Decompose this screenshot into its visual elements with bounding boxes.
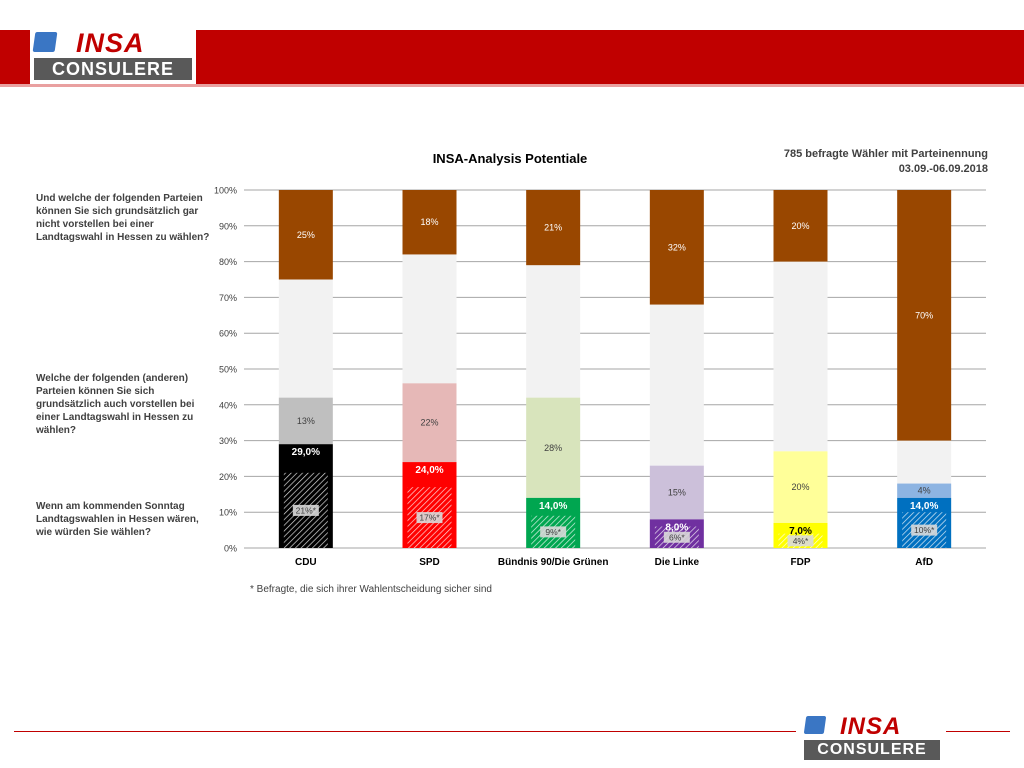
data-label-excluded: 18% — [420, 217, 438, 227]
grid-lines — [244, 189, 986, 549]
data-label-sure-box — [663, 531, 690, 543]
data-label-potential: 20% — [791, 482, 809, 492]
y-axis-ticks: 0% 10% 20% 30% 40% 50% 60% 70% 80% 90% 100% — [214, 186, 237, 554]
sample-size: 785 befragte Wähler mit Parteinennung — [783, 148, 988, 160]
bar-labels: 25% 13% 29,0% 21%* 18% 22% 24,0% 17%* 21% 28% 14,0… — [292, 217, 938, 547]
data-label-vote-intention: 14,0% — [539, 501, 567, 512]
y-tick-label: 20% — [219, 472, 237, 482]
survey-date: 03.09.-06.09.2018 — [898, 163, 988, 175]
x-axis-labels: CDU SPD Bündnis 90/Die Grünen Die Linke FDP A… — [295, 557, 933, 568]
data-label-sure-box — [416, 512, 443, 524]
data-label-sure-box — [292, 504, 319, 516]
data-label-potential: 4% — [918, 486, 931, 496]
data-label-sure-voters: 9%* — [545, 527, 561, 537]
x-category-label: AfD — [915, 557, 933, 568]
bar-segment-rest — [773, 261, 828, 452]
data-label-sure-voters: 4%* — [793, 536, 809, 546]
bar-segment-excluded — [773, 190, 828, 262]
x-category-label: CDU — [295, 557, 317, 568]
data-label-vote-intention: 7,0% — [789, 526, 812, 537]
data-label-sure-voters: 21%* — [296, 505, 317, 515]
data-label-vote-intention: 24,0% — [415, 465, 443, 476]
data-label-sure-box — [787, 535, 814, 547]
bar-segment-excluded — [278, 190, 333, 280]
data-label-potential: 15% — [668, 488, 686, 498]
bar-segment-potential — [402, 383, 457, 463]
y-tick-label: 60% — [219, 329, 237, 339]
bar-segment-rest — [402, 254, 457, 384]
bar-segment-potential — [278, 397, 333, 445]
data-label-excluded: 25% — [297, 230, 315, 240]
question-vote-intention: Wenn am kommenden Sonntag Landtagswahlen… — [36, 501, 199, 538]
bar-segment-rest — [897, 440, 952, 484]
data-label-vote-intention: 29,0% — [292, 447, 320, 458]
footer-logo-wordmark: INSA — [840, 713, 902, 740]
data-label-potential: 28% — [544, 443, 562, 453]
header-logo: INSA CONSULERE — [30, 30, 196, 84]
question-excluded: Und welche der folgenden Parteien können… — [36, 193, 210, 243]
data-label-excluded: 70% — [915, 310, 933, 320]
bar-segment-potential — [897, 483, 952, 498]
y-tick-label: 70% — [219, 293, 237, 303]
data-label-potential: 22% — [420, 418, 438, 428]
footer-logo-cube-icon — [803, 716, 827, 734]
bar-segment-excluded — [402, 190, 457, 255]
sample-info: 785 befragte Wähler mit Parteinennung 03… — [784, 147, 988, 177]
x-category-label: FDP — [791, 557, 811, 568]
data-label-potential: 13% — [297, 416, 315, 426]
footer-logo: INSA CONSULERE — [800, 712, 944, 764]
y-tick-label: 30% — [219, 436, 237, 446]
data-label-excluded: 32% — [668, 242, 686, 252]
bars — [278, 190, 952, 548]
bar-segment-excluded — [897, 190, 952, 441]
data-label-vote-intention: 8,0% — [665, 522, 688, 533]
bar-segment-excluded — [649, 190, 704, 305]
logo-wordmark: INSA — [76, 28, 145, 58]
y-tick-label: 80% — [219, 257, 237, 267]
y-tick-label: 10% — [219, 508, 237, 518]
header-band-shadow — [0, 84, 1024, 87]
data-label-sure-box — [540, 526, 567, 538]
question-potential: Welche der folgenden (anderen) Parteien … — [36, 373, 195, 436]
y-tick-label: 100% — [214, 186, 237, 196]
x-category-label: Die Linke — [655, 557, 700, 568]
bar-segment-potential — [526, 397, 581, 498]
y-tick-label: 50% — [219, 365, 237, 375]
footer-rule-right — [946, 731, 1010, 732]
data-label-sure-voters: 17%* — [419, 513, 440, 523]
logo-subtitle: CONSULERE — [34, 58, 192, 80]
footer-logo-subtitle: CONSULERE — [804, 740, 940, 760]
y-tick-label: 90% — [219, 221, 237, 231]
chart-title: INSA-Analysis Potentiale — [432, 151, 588, 166]
x-category-label: Bündnis 90/Die Grünen — [498, 557, 609, 568]
data-label-sure-voters: 6%* — [669, 532, 685, 542]
y-tick-label: 40% — [219, 400, 237, 410]
data-label-excluded: 21% — [544, 223, 562, 233]
bar-segment-potential — [649, 465, 704, 520]
bar-segment-rest — [278, 279, 333, 398]
footer-rule-left — [14, 731, 796, 732]
data-label-excluded: 20% — [791, 221, 809, 231]
bar-segment-potential — [773, 451, 828, 523]
data-label-vote-intention: 14,0% — [910, 501, 938, 512]
bar-segment-rest — [526, 265, 581, 398]
footnote: * Befragte, die sich ihrer Wahlentscheid… — [250, 584, 492, 595]
bar-segment-excluded — [526, 190, 581, 266]
bar-segment-rest — [649, 304, 704, 466]
data-label-sure-box — [911, 524, 938, 536]
y-tick-label: 0% — [224, 544, 237, 554]
x-category-label: SPD — [419, 557, 440, 568]
data-label-sure-voters: 10%* — [914, 525, 935, 535]
